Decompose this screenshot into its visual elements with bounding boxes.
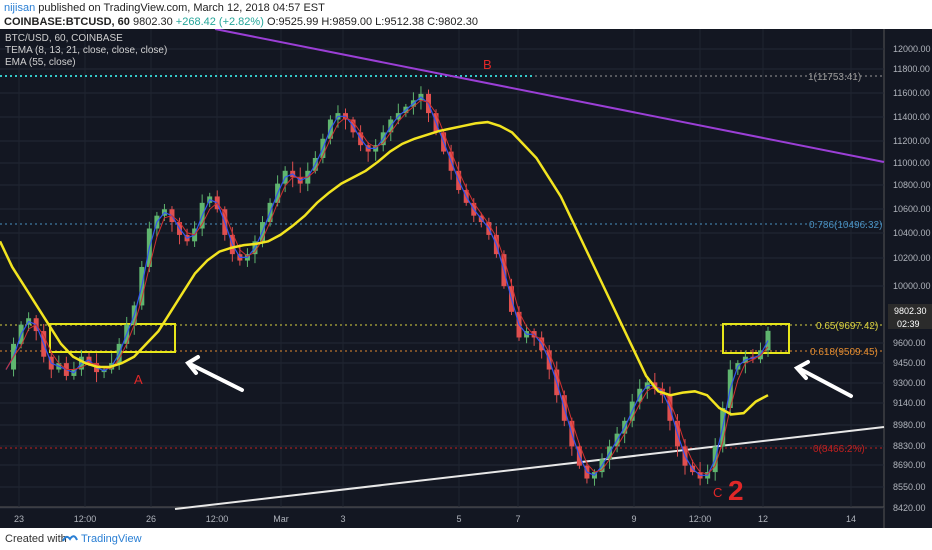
last-price: 9802.30: [132, 16, 173, 28]
zone-box-left: [49, 323, 176, 353]
time-tick-label: 7: [515, 514, 520, 524]
time-tick-label: 12: [758, 514, 768, 524]
time-tick-label: 14: [846, 514, 856, 524]
ohlc-values: O:9525.99 H:9859.00 L:9512.38 C:9802.30: [266, 16, 478, 28]
created-with-text: Created with: [5, 533, 67, 545]
time-tick-label: 23: [14, 514, 24, 524]
tradingview-brand[interactable]: TradingView: [81, 533, 142, 545]
publish-line: nijisan published on TradingView.com, Ma…: [4, 2, 325, 14]
price-tick-label: 11400.00: [893, 112, 930, 122]
last-price-badge: 9802.30: [894, 306, 927, 316]
time-tick-label: 26: [146, 514, 156, 524]
time-tick-label: Mar: [273, 514, 289, 524]
fib-label: 0.786(10496.32): [809, 220, 882, 231]
price-tick-label: 10200.00: [893, 253, 931, 263]
time-tick-label: 9: [631, 514, 636, 524]
price-tick-labels: 12000.00 11800.00 11600.00 11400.00 11200.00…: [893, 44, 931, 513]
tema-line-red: [5, 99, 769, 475]
legend-tema[interactable]: TEMA (8, 13, 21, close, close, close): [5, 45, 167, 56]
ema-line: [0, 120, 769, 416]
arrow-left: [185, 355, 244, 392]
countdown-badge: 02:39: [897, 319, 920, 329]
tradingview-logo-icon: [62, 535, 78, 542]
time-tick-labels: 23 12:00 26 12:00 Mar 3 5 7 9 12:00 12 14: [14, 514, 856, 524]
time-tick-label: 12:00: [689, 514, 712, 524]
time-tick-label: 12:00: [206, 514, 229, 524]
price-tick-label: 11200.00: [893, 136, 930, 146]
annotation-b: B: [483, 57, 492, 72]
annotation-c: C: [713, 485, 722, 500]
fib-label: 1(11753.41): [808, 72, 861, 83]
fib-label: 0(8466.2%): [813, 444, 865, 455]
legend-ema[interactable]: EMA (55, close): [5, 57, 76, 68]
price-tick-label: 10000.00: [893, 281, 931, 291]
annotation-a: A: [134, 372, 143, 387]
price-tick-label: 9450.00: [893, 358, 926, 368]
tema-line-blue: [5, 96, 769, 477]
price-tick-label: 11800.00: [893, 64, 930, 74]
symbol-label: COINBASE:BTCUSD, 60: [4, 16, 130, 28]
zone-box-right: [722, 323, 790, 354]
ascending-trendline: [174, 426, 885, 510]
price-tick-label: 10800.00: [893, 180, 931, 190]
published-text: published on TradingView.com, March 12, …: [38, 2, 325, 14]
price-tick-label: 8550.00: [893, 482, 926, 492]
price-tick-label: 11600.00: [893, 88, 930, 98]
price-tick-label: 10600.00: [893, 204, 931, 214]
price-tick-label: 9300.00: [893, 378, 926, 388]
price-chart[interactable]: 1(11753.41) 0.786(10496.32) 0.65(9697.42) 0…: [0, 29, 932, 528]
legend-series: BTC/USD, 60, COINBASE: [5, 33, 123, 44]
price-axis[interactable]: [884, 29, 932, 528]
ohlc-line: COINBASE:BTCUSD, 60 9802.30 +268.42 (+2.…: [4, 16, 478, 28]
price-tick-label: 10400.00: [893, 228, 931, 238]
plot-area[interactable]: [0, 29, 884, 507]
price-tick-label: 8830.00: [893, 441, 926, 451]
price-tick-label: 11000.00: [893, 158, 930, 168]
price-tick-label: 8690.00: [893, 460, 926, 470]
arrow-right: [793, 360, 853, 398]
candlesticks: [5, 86, 771, 486]
price-tick-label: 9600.00: [893, 338, 926, 348]
time-tick-label: 3: [340, 514, 345, 524]
author-link[interactable]: nijisan: [4, 2, 36, 14]
fib-label: 0.65(9697.42): [816, 321, 878, 332]
time-axis[interactable]: [0, 507, 884, 528]
fib-label: 0.618(9509.45): [810, 347, 878, 358]
annotation-2: 2: [728, 475, 744, 506]
price-tick-label: 8980.00: [893, 420, 926, 430]
chart-footer: Created with TradingView: [0, 528, 932, 550]
time-tick-label: 5: [456, 514, 461, 524]
price-tick-label: 8420.00: [893, 503, 926, 513]
time-tick-label: 12:00: [74, 514, 97, 524]
descending-trendline: [214, 29, 885, 163]
chart-header: nijisan published on TradingView.com, Ma…: [0, 0, 932, 29]
price-change: +268.42 (+2.82%): [175, 16, 264, 28]
price-tick-label: 9140.00: [893, 398, 926, 408]
price-tick-label: 12000.00: [893, 44, 931, 54]
ema55-line: [0, 120, 769, 416]
